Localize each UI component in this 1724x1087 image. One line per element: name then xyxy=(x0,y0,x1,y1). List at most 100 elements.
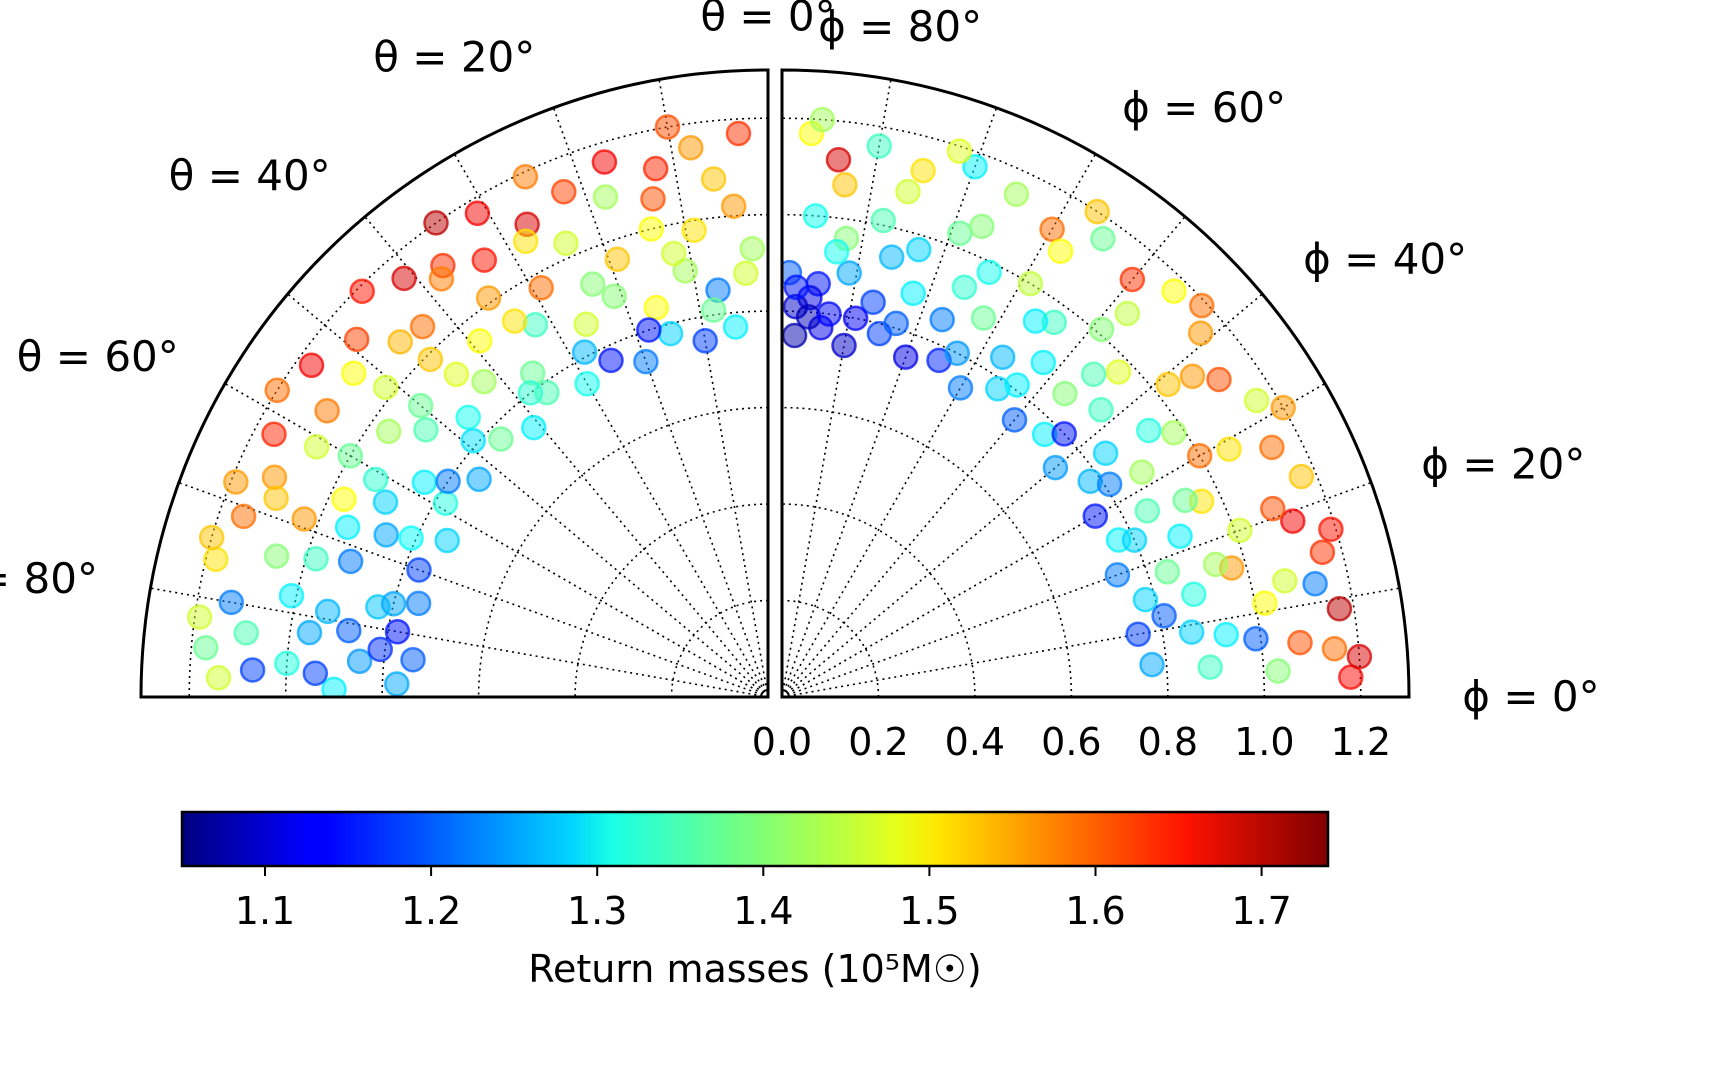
theta-scatter-point xyxy=(384,671,410,697)
phi-scatter-point xyxy=(1090,225,1116,252)
phi-scatter-point xyxy=(1260,495,1286,522)
phi-scatter-point xyxy=(947,375,974,401)
theta-scatter-point xyxy=(579,271,606,297)
theta-angular-gridline xyxy=(178,481,769,698)
theta-scatter-point xyxy=(218,589,245,616)
theta-scatter-point xyxy=(367,636,393,663)
phi-scatter-point xyxy=(1004,372,1030,398)
phi-scatter-point xyxy=(1119,266,1146,293)
phi-scatter-point xyxy=(989,344,1016,370)
theta-scatter-point xyxy=(343,326,370,353)
phi-angular-gridline xyxy=(781,587,1400,698)
theta-scatter-point xyxy=(573,311,599,337)
colorbar-tick-label: 1.5 xyxy=(899,889,959,933)
theta-radial-gridline xyxy=(381,310,769,698)
phi-scatter-point xyxy=(1189,292,1215,319)
theta-scatter-point xyxy=(722,314,749,340)
theta-scatter-point xyxy=(475,285,502,311)
theta-scatter-point xyxy=(186,604,213,630)
theta-scatter-point xyxy=(417,346,444,373)
theta-scatter-point xyxy=(739,235,766,262)
phi-scatter-point xyxy=(1132,586,1159,613)
phi-angular-gridline xyxy=(781,216,1186,698)
theta-scatter-point xyxy=(471,247,498,273)
theta-angular-gridline xyxy=(453,153,769,698)
theta-scatter-point xyxy=(642,155,669,182)
phi-angle-label: ϕ = 40° xyxy=(1303,235,1467,284)
theta-scatter-point xyxy=(528,275,554,301)
theta-scatter-point xyxy=(303,434,330,460)
phi-scatter-point xyxy=(947,220,973,246)
phi-panel: ϕ = 0°ϕ = 20°ϕ = 40°ϕ = 60°ϕ = 80° 0.0 0.… xyxy=(752,2,1600,764)
phi-scatter-point xyxy=(1088,397,1114,423)
radial-tick-label: 0.2 xyxy=(848,720,908,764)
phi-scatter-point xyxy=(831,332,857,359)
phi-scatter-point xyxy=(906,236,932,263)
theta-scatter-point xyxy=(512,228,539,255)
phi-scatter-point xyxy=(1003,181,1030,208)
theta-scatter-point xyxy=(230,503,257,530)
phi-radial-gridline xyxy=(781,503,976,698)
theta-scatter-point xyxy=(423,210,449,236)
phi-scatter-point xyxy=(929,306,955,333)
colorbar-tick-label: 1.6 xyxy=(1065,889,1125,933)
phi-scatter-point xyxy=(1161,278,1187,304)
theta-angle-label: θ = 60° xyxy=(17,332,179,381)
phi-scatter-point xyxy=(1216,436,1242,462)
phi-scatter-point xyxy=(1272,568,1298,594)
theta-scatter-point xyxy=(643,294,670,321)
theta-scatter-point xyxy=(303,546,329,572)
theta-scatter-point xyxy=(592,184,619,210)
theta-scatter-point xyxy=(337,443,364,469)
phi-scatter-point xyxy=(1259,434,1285,461)
theta-scatter-point xyxy=(633,348,659,375)
phi-angular-gridline xyxy=(781,153,1097,698)
phi-scatter-point xyxy=(1172,487,1198,514)
theta-scatter-point xyxy=(193,635,219,661)
theta-scatter-point xyxy=(434,527,460,554)
theta-angle-label: θ = 80° xyxy=(0,554,98,603)
radial-tick-label: 0.4 xyxy=(945,720,1005,764)
colorbar: 1.1 1.2 1.3 1.4 1.5 1.6 1.7 Return masses (10⁵… xyxy=(180,810,1330,991)
phi-scatter-point xyxy=(1084,198,1110,225)
theta-scatter-point xyxy=(261,421,287,448)
phi-scatter-point xyxy=(1326,595,1353,622)
theta-scatter-point xyxy=(428,266,455,292)
radial-tick-label: 0.6 xyxy=(1041,720,1101,764)
phi-scatter-point xyxy=(900,280,926,307)
colorbar-tick-label: 1.7 xyxy=(1231,889,1291,933)
colorbar-label: Return masses (10⁵M☉) xyxy=(528,947,981,991)
phi-scatter-point xyxy=(1187,320,1214,346)
theta-scatter-point xyxy=(512,164,539,190)
theta-angle-label: θ = 20° xyxy=(373,33,535,82)
theta-scatter-point xyxy=(264,377,290,404)
theta-angular-gridline xyxy=(364,216,769,698)
phi-scatter-point xyxy=(1001,407,1028,433)
phi-scatter-point xyxy=(1252,590,1278,616)
theta-scatter-point xyxy=(466,466,492,493)
phi-scatter-point xyxy=(783,274,810,301)
radial-tick-label: 1.2 xyxy=(1331,720,1391,764)
theta-scatter-point xyxy=(261,464,288,491)
theta-scatter-point xyxy=(380,590,407,617)
phi-scatter-point xyxy=(1134,498,1161,524)
radial-tick-label: 0.8 xyxy=(1138,720,1198,764)
theta-scatter-point xyxy=(681,217,707,243)
phi-radial-gridline xyxy=(781,213,1266,698)
phi-angle-label: ϕ = 80° xyxy=(818,2,982,51)
theta-scatter-point xyxy=(574,370,600,397)
theta-scatter-point xyxy=(334,514,361,540)
phi-scatter-point xyxy=(962,153,988,180)
theta-scatter-point xyxy=(298,352,325,379)
theta-scatter-point xyxy=(640,186,666,212)
phi-scatter-point xyxy=(1129,459,1155,485)
theta-scatter-point xyxy=(733,260,759,286)
theta-scatter-point xyxy=(636,317,662,343)
theta-scatter-point xyxy=(372,374,399,401)
theta-scatter-point xyxy=(302,660,329,687)
radial-tick-label: 0.0 xyxy=(752,720,812,764)
theta-scatter-point xyxy=(521,414,547,441)
phi-scatter-point xyxy=(1105,359,1132,385)
phi-scatter-point xyxy=(1121,527,1148,553)
phi-scatter-point xyxy=(1167,523,1193,549)
